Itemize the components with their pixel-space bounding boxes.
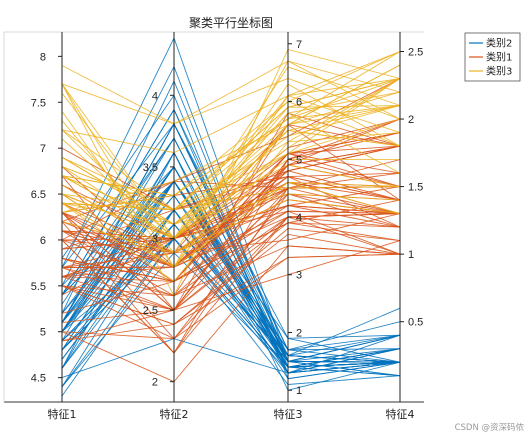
axis-2-tick-label-2: 3.5 (143, 162, 158, 174)
axis-4-tick-label-1: 2.5 (408, 47, 423, 59)
axis-4-tick-label-3: 1.5 (408, 182, 423, 194)
chart-title: 聚类平行坐标图 (189, 16, 273, 30)
series-3-line-31 (61, 129, 401, 225)
axis-3-tick-label-3: 5 (296, 154, 302, 166)
series-3-line-29 (61, 78, 401, 240)
axis-3-tick-label-2: 6 (296, 97, 302, 109)
series-1-line-42 (61, 338, 401, 379)
series-2-line-58 (61, 123, 401, 297)
series-1-line-36 (61, 209, 401, 380)
polylines-layer (61, 36, 401, 397)
axis-1-tick-label-1: 8 (40, 51, 46, 63)
series-1-line-49 (61, 137, 401, 363)
axis-3-tick-label-5: 3 (296, 270, 302, 282)
axis-3-tick-label-4: 4 (296, 212, 302, 224)
series-1-line-46 (61, 237, 401, 368)
series-2-line-49 (61, 159, 401, 342)
series-3-line-8 (61, 78, 401, 240)
axis-1-name: 特征1 (48, 407, 77, 421)
axis-2: 4 3.5 3 2.5 2 特征2 (143, 32, 189, 421)
axis-4-tick-label-5: 0.5 (408, 317, 423, 329)
series-1-line-14 (61, 237, 401, 397)
series-3-line-21 (61, 60, 401, 268)
legend-label-3: 类别3 (486, 65, 512, 78)
axis-2-name: 特征2 (160, 407, 189, 421)
axis-2-tick-label-4: 2.5 (143, 305, 158, 317)
axis-3-tick-label-1: 7 (296, 39, 302, 51)
series-3-line-37 (61, 51, 401, 213)
axis-2-tick-label-5: 2 (152, 377, 158, 389)
series-2-line-52 (61, 158, 401, 354)
axis-4-tick-label-4: 1 (408, 249, 414, 261)
axis-1-tick-label-2: 7.5 (31, 97, 46, 109)
series-2-line-59 (61, 145, 401, 241)
axis-3-tick-label-7: 1 (296, 385, 302, 397)
series-3-line-23 (61, 100, 401, 211)
series-3-line-28 (61, 91, 401, 268)
series-3-line-9 (61, 132, 401, 283)
series-1-line-24 (61, 194, 401, 351)
axis-4-tick-label-2: 2 (408, 114, 414, 126)
series-3-line-36 (61, 105, 401, 240)
axis-4-name: 特征4 (386, 407, 415, 421)
axis-3-name: 特征3 (274, 407, 303, 421)
axis-1-tick-label-4: 6.5 (31, 189, 46, 201)
series-2-line-37 (61, 193, 401, 297)
series-3-line-13 (61, 51, 401, 154)
axis-1-tick-label-5: 6 (40, 235, 46, 247)
axis-4: 2.5 2 1.5 1 0.5 特征4 (386, 32, 423, 421)
series-3-line-32 (61, 78, 401, 225)
axis-2-tick-label-1: 4 (152, 90, 158, 102)
axis-3-tick-label-6: 2 (296, 327, 302, 339)
series-3-line-34 (61, 64, 401, 225)
series-类别3 (61, 48, 401, 297)
axis-1: 8 7.5 7 6.5 6 5.5 5 4.5 特征1 (31, 32, 77, 421)
series-2-line-53 (61, 118, 401, 278)
axis-1-tick-label-7: 5 (40, 327, 46, 339)
series-2-line-29 (61, 233, 401, 325)
series-2-line-34 (61, 193, 401, 340)
series-2-line-46 (61, 210, 401, 268)
series-1-line-47 (61, 122, 401, 363)
series-3-line-27 (61, 65, 401, 125)
axis-1-tick-label-3: 7 (40, 143, 46, 155)
axis-2-tick-label-3: 3 (152, 233, 158, 245)
series-2-line-40 (61, 253, 401, 340)
series-3-line-35 (61, 181, 401, 268)
series-3-line-22 (61, 105, 401, 196)
legend-label-2: 类别1 (486, 51, 512, 64)
series-2-line-36 (61, 213, 401, 311)
series-3-line-4 (61, 199, 401, 254)
axes-layer: 8 7.5 7 6.5 6 5.5 5 4.5 特征1 4 3.5 3 2.5 2 特征2 7 6 5 4 3 2 1 特征… (3, 31, 424, 421)
axis-1-tick-label-6: 5.5 (31, 281, 46, 293)
series-2-line-42 (61, 205, 401, 268)
series-3-line-25 (61, 112, 401, 240)
axis-1-tick-label-8: 4.5 (31, 373, 46, 385)
series-1-line-27 (61, 180, 401, 357)
axis-3: 7 6 5 4 3 2 1 特征3 (274, 32, 303, 421)
watermark: CSDN @资深码侬 (455, 422, 525, 433)
series-3-line-38 (61, 186, 401, 211)
legend-label-1: 类别2 (486, 37, 512, 50)
series-2-line-45 (61, 240, 401, 324)
series-2-line-61 (61, 132, 401, 311)
series-2-line-43 (61, 205, 401, 268)
series-2-line-27 (61, 245, 401, 297)
series-3-line-39 (61, 181, 401, 254)
